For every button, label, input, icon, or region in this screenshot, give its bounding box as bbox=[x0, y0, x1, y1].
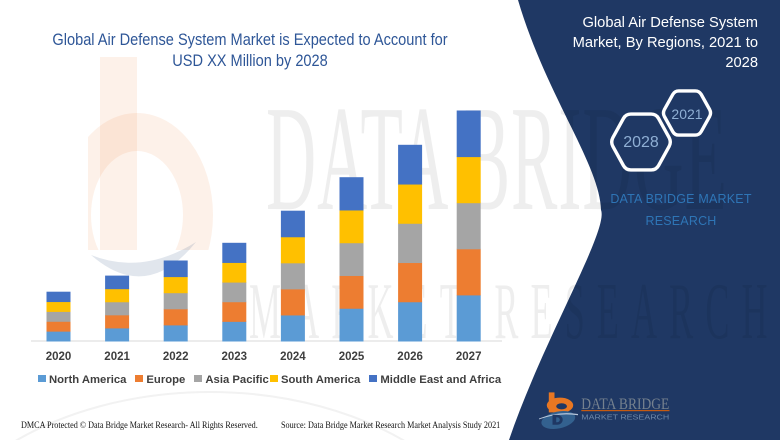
svg-text:DATA BRIDGE: DATA BRIDGE bbox=[581, 396, 669, 413]
svg-text:MARKET RESEARCH: MARKET RESEARCH bbox=[581, 414, 669, 421]
